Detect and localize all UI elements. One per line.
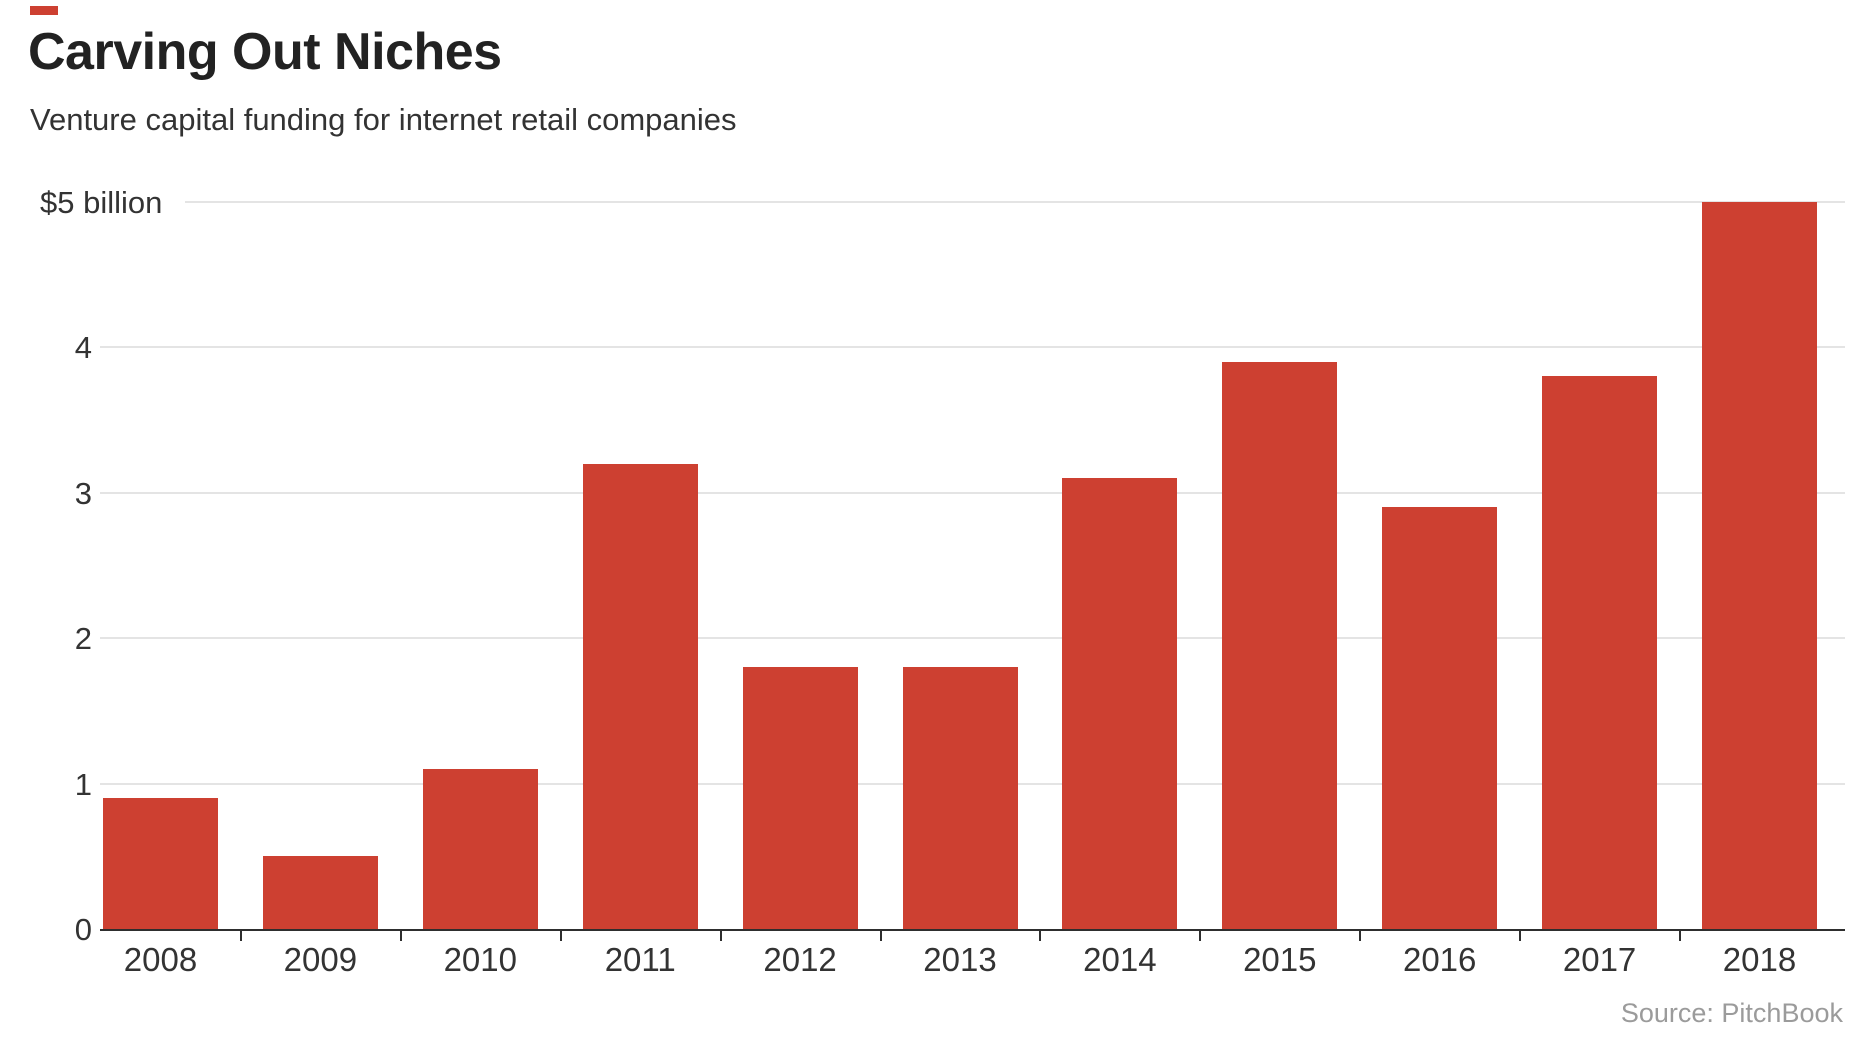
gridline-5 xyxy=(185,201,1845,203)
bar-2012 xyxy=(742,667,858,929)
x-tick-label-2012: 2012 xyxy=(763,941,837,978)
gridline-4 xyxy=(100,346,1845,349)
x-tick-label-2010: 2010 xyxy=(443,941,517,978)
kicker-dash-icon xyxy=(30,6,58,15)
y-tick-label-4: 4 xyxy=(74,330,92,366)
x-axis-baseline xyxy=(100,929,1845,931)
y-axis-top-label: $5 billion xyxy=(40,185,163,220)
bar-2017 xyxy=(1542,376,1658,929)
x-axis-tick xyxy=(239,929,242,941)
chart-subtitle: Venture capital funding for internet ret… xyxy=(30,102,737,137)
bar-2008 xyxy=(103,798,218,929)
x-axis-tick xyxy=(879,929,882,941)
chart-title: Carving Out Niches xyxy=(28,23,502,81)
x-axis-tick xyxy=(719,929,722,941)
x-tick-label-2009: 2009 xyxy=(283,941,358,978)
x-tick-label-2017: 2017 xyxy=(1562,941,1637,978)
gridline-3 xyxy=(100,491,1845,494)
x-tick-label-2008: 2008 xyxy=(123,941,198,978)
x-tick-label-2015: 2015 xyxy=(1243,941,1317,978)
x-tick-label-2013: 2013 xyxy=(923,941,997,978)
bar-2015 xyxy=(1222,361,1338,929)
bar-2010 xyxy=(422,769,538,929)
x-axis-tick xyxy=(1199,929,1202,941)
y-tick-label-1: 1 xyxy=(74,766,92,802)
y-tick-label-0: 0 xyxy=(74,912,92,947)
x-axis-tick xyxy=(1039,929,1042,941)
x-axis-tick xyxy=(1359,929,1362,941)
bar-2018 xyxy=(1702,202,1817,929)
x-axis-tick xyxy=(559,929,562,941)
x-axis-tick xyxy=(399,929,402,941)
bar-2009 xyxy=(262,856,378,929)
x-tick-label-2014: 2014 xyxy=(1083,941,1157,978)
source-attribution: Source: PitchBook xyxy=(1620,998,1843,1028)
gridline-2 xyxy=(100,637,1845,640)
x-tick-label-2018: 2018 xyxy=(1722,941,1797,978)
y-tick-label-2: 2 xyxy=(74,621,92,657)
x-tick-label-2016: 2016 xyxy=(1402,941,1477,978)
bar-2014 xyxy=(1062,478,1178,929)
x-tick-label-2011: 2011 xyxy=(604,941,676,978)
bar-2011 xyxy=(582,463,698,929)
y-tick-label-3: 3 xyxy=(74,475,92,511)
x-axis-tick xyxy=(1519,929,1522,941)
bar-2013 xyxy=(902,667,1018,929)
plot-area xyxy=(100,201,1845,931)
x-axis-tick xyxy=(1679,929,1681,941)
bar-2016 xyxy=(1382,507,1498,929)
